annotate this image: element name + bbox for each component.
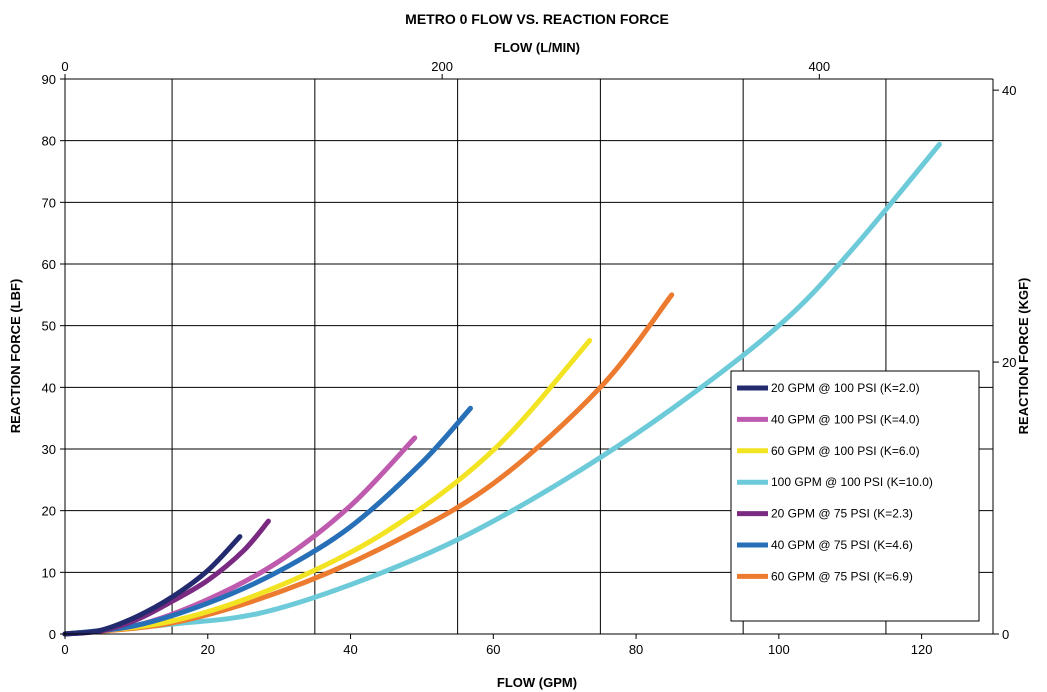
x2-tick-label: 200: [431, 59, 453, 74]
y-tick-label: 50: [42, 319, 56, 334]
y2-tick-label: 20: [1002, 355, 1016, 370]
legend-label: 60 GPM @ 75 PSI (K=6.9): [771, 569, 913, 583]
legend-label: 20 GPM @ 100 PSI (K=2.0): [771, 381, 920, 395]
series-line: [62, 337, 593, 637]
x2-tick-label: 400: [808, 59, 830, 74]
x-tick-label: 120: [911, 642, 933, 657]
series-line: [62, 141, 942, 637]
series-lines: [62, 141, 942, 637]
y-tick-label: 10: [42, 565, 56, 580]
x-tick-label: 0: [61, 642, 68, 657]
x-axis-label: FLOW (GPM): [497, 675, 577, 690]
chart-title: METRO 0 FLOW VS. REACTION FORCE: [405, 11, 669, 27]
y-tick-label: 80: [42, 134, 56, 149]
y2-tick-label: 40: [1002, 83, 1016, 98]
legend-box: [730, 370, 980, 622]
series-line: [62, 405, 473, 637]
legend-label: 40 GPM @ 100 PSI (K=4.0): [771, 412, 920, 426]
y-tick-label: 40: [42, 380, 56, 395]
y-tick-label: 70: [42, 195, 56, 210]
x-tick-label: 20: [201, 642, 215, 657]
y-tick-label: 30: [42, 442, 56, 457]
y-tick-label: 0: [49, 627, 56, 642]
legend-label: 60 GPM @ 100 PSI (K=6.0): [771, 444, 920, 458]
legend-label: 20 GPM @ 75 PSI (K=2.3): [771, 507, 913, 521]
x2-axis-label: FLOW (L/MIN): [494, 40, 580, 55]
legend-label: 40 GPM @ 75 PSI (K=4.6): [771, 538, 913, 552]
y-tick-label: 20: [42, 504, 56, 519]
series-line: [62, 534, 243, 637]
y-tick-label: 60: [42, 257, 56, 272]
x-tick-label: 80: [629, 642, 643, 657]
x-tick-label: 60: [486, 642, 500, 657]
y-tick-label: 90: [42, 72, 56, 87]
legend: 20 GPM @ 100 PSI (K=2.0) 40 GPM @ 100 PSI…: [730, 370, 980, 622]
y-axis-label: REACTION FORCE (LBF): [8, 279, 23, 434]
x2-tick-label: 0: [61, 59, 68, 74]
y2-axis-label: REACTION FORCE (KGF): [1016, 278, 1031, 435]
legend-label: 100 GPM @ 100 PSI (K=10.0): [771, 475, 933, 489]
x-tick-label: 100: [768, 642, 790, 657]
x-tick-label: 40: [343, 642, 357, 657]
y2-tick-label: 0: [1002, 627, 1009, 642]
